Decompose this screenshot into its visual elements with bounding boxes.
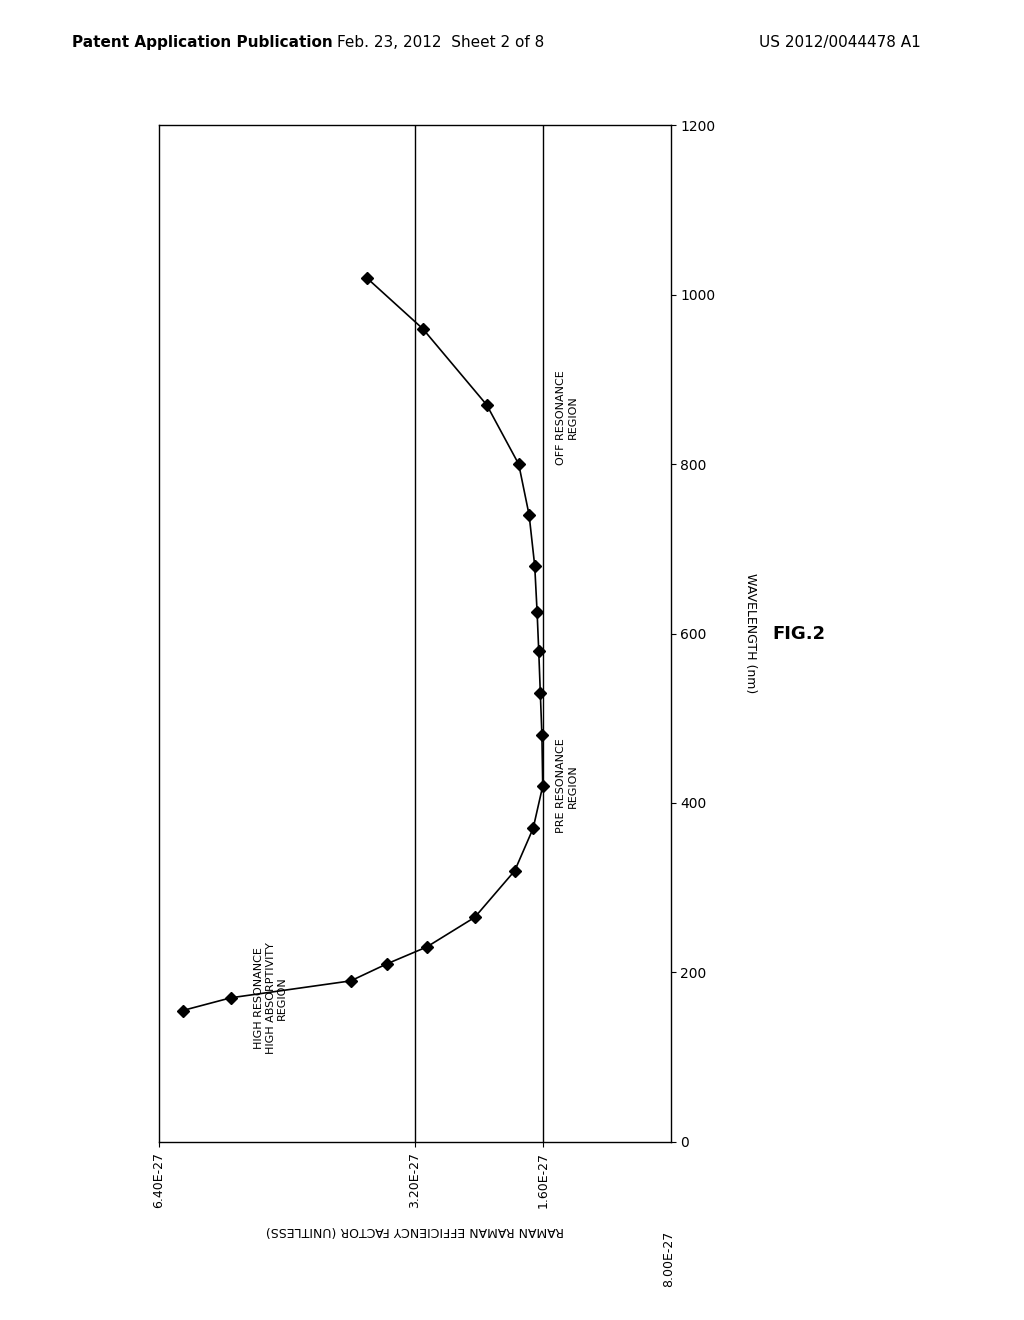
Text: US 2012/0044478 A1: US 2012/0044478 A1 (759, 36, 921, 50)
Text: OFF RESONANCE
REGION: OFF RESONANCE REGION (556, 370, 578, 465)
Text: HIGH RESONANCE
HIGH ABSORPTIVITY
REGION: HIGH RESONANCE HIGH ABSORPTIVITY REGION (254, 942, 288, 1053)
Text: 8.00E-27: 8.00E-27 (663, 1230, 676, 1287)
Text: Patent Application Publication: Patent Application Publication (72, 36, 333, 50)
Text: FIG.2: FIG.2 (772, 624, 825, 643)
Y-axis label: WAVELENGTH (nm): WAVELENGTH (nm) (744, 573, 757, 694)
X-axis label: RAMAN RAMAN EFFICIENCY FACTOR (UNITLESS): RAMAN RAMAN EFFICIENCY FACTOR (UNITLESS) (265, 1224, 564, 1237)
Text: PRE RESONANCE
REGION: PRE RESONANCE REGION (556, 739, 578, 833)
Text: Feb. 23, 2012  Sheet 2 of 8: Feb. 23, 2012 Sheet 2 of 8 (337, 36, 544, 50)
